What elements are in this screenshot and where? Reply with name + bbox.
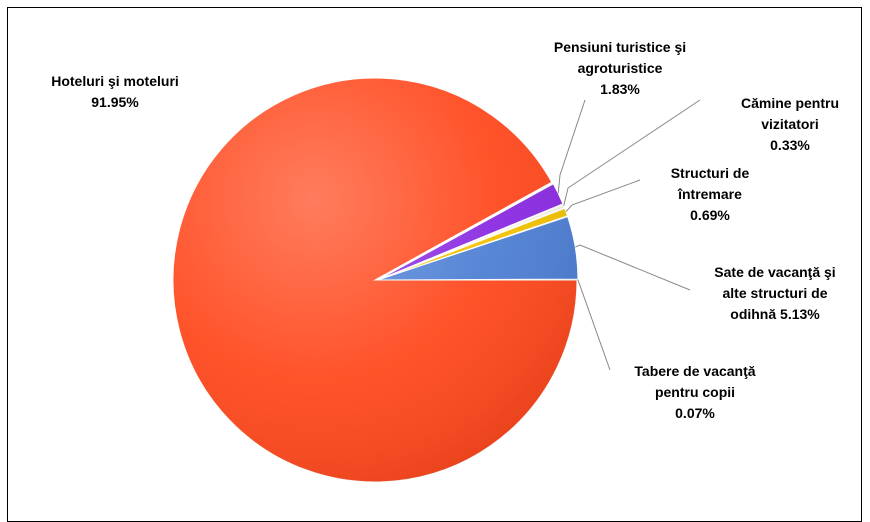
data-label-hoteluri: Hoteluri şi moteluri 91.95% — [20, 71, 210, 113]
data-label-camine: Cămine pentru vizitatori 0.33% — [720, 93, 860, 156]
pie-slices — [173, 78, 578, 482]
leader-line-structuri-intremare — [566, 180, 640, 212]
leader-lines — [558, 100, 700, 370]
data-label-sate-de-vacanta: Sate de vacanţă şi alte structuri de odi… — [690, 262, 860, 325]
data-label-structuri-intremare: Structuri de întremare 0.69% — [640, 163, 780, 226]
data-label-pensiuni: Pensiuni turistice şi agroturistice 1.83… — [520, 37, 720, 100]
data-label-tabere-de-vacanta: Tabere de vacanţă pentru copii 0.07% — [610, 361, 780, 424]
leader-line-sate-de-vacanta — [575, 245, 690, 290]
leader-line-tabere-de-vacanta — [578, 280, 610, 370]
